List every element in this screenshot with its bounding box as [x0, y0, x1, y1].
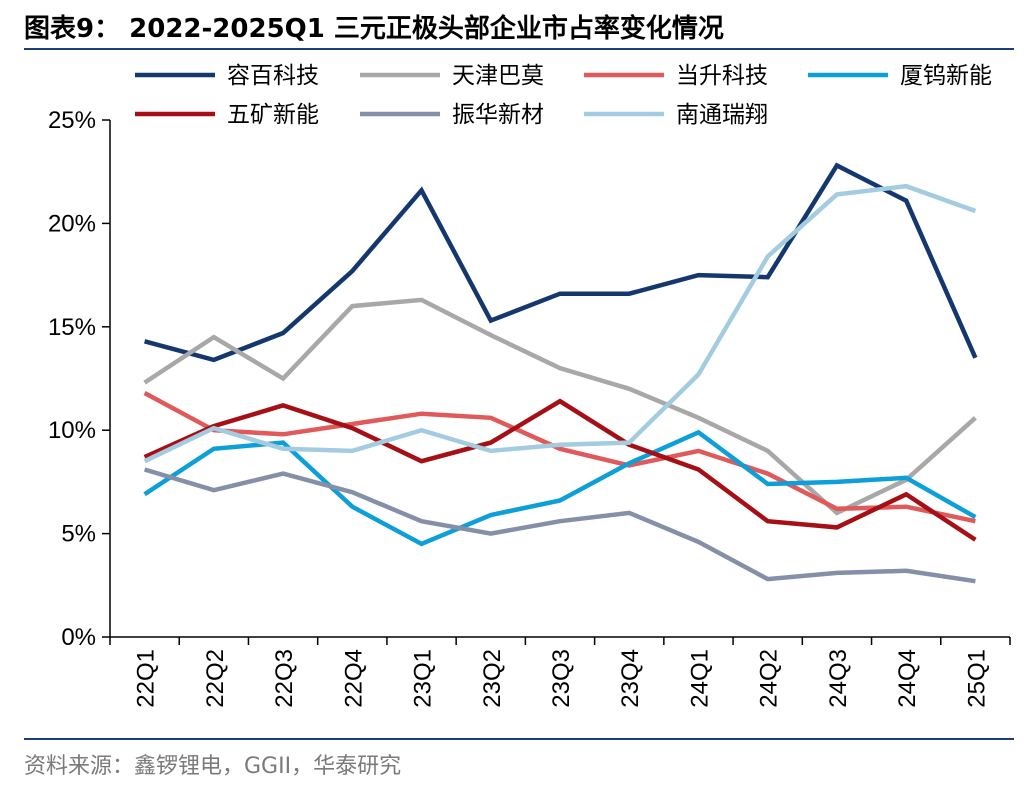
x-tick-label: 24Q2 — [756, 649, 783, 708]
legend-label: 五矿新能 — [227, 102, 319, 128]
x-tick-label: 24Q3 — [825, 649, 852, 708]
x-tick-label: 25Q1 — [963, 649, 990, 708]
legend-label: 厦钨新能 — [900, 63, 992, 89]
series-line — [143, 183, 977, 464]
source-note: 资料来源：鑫锣锂电，GGII，华泰研究 — [24, 754, 402, 779]
x-tick-label: 24Q4 — [894, 649, 921, 708]
title-divider — [24, 48, 1014, 50]
legend-label: 当升科技 — [676, 63, 768, 89]
legend-label: 振华新材 — [452, 102, 544, 128]
series-line — [143, 297, 977, 516]
series-line — [144, 162, 978, 363]
y-tick-label: 0% — [61, 624, 96, 651]
y-tick-label: 15% — [48, 314, 96, 341]
series-line — [143, 398, 977, 542]
legend-label: 南通瑞翔 — [676, 102, 768, 128]
x-tick-label: 22Q1 — [133, 649, 160, 708]
series-line — [143, 391, 976, 524]
x-tick-label: 23Q4 — [617, 649, 644, 708]
series-line — [143, 429, 977, 547]
source-divider — [24, 738, 1014, 740]
y-tick-label: 25% — [48, 107, 96, 134]
x-tick-label: 22Q2 — [202, 649, 229, 708]
x-tick-label: 23Q3 — [548, 649, 575, 708]
legend-label: 容百科技 — [227, 63, 319, 89]
x-tick-label: 23Q2 — [479, 649, 506, 708]
x-tick-label: 22Q3 — [271, 649, 298, 708]
legend-label: 天津巴莫 — [452, 63, 544, 89]
y-tick-label: 5% — [61, 521, 96, 548]
x-tick-label: 24Q1 — [686, 649, 713, 708]
page-title: 图表9： 2022-2025Q1 三元正极头部企业市占率变化情况 — [24, 14, 724, 44]
x-tick-label: 22Q4 — [340, 649, 367, 708]
y-tick-label: 10% — [48, 417, 96, 444]
series-line — [143, 467, 976, 584]
y-tick-label: 20% — [48, 210, 96, 237]
x-tick-label: 23Q1 — [410, 649, 437, 708]
